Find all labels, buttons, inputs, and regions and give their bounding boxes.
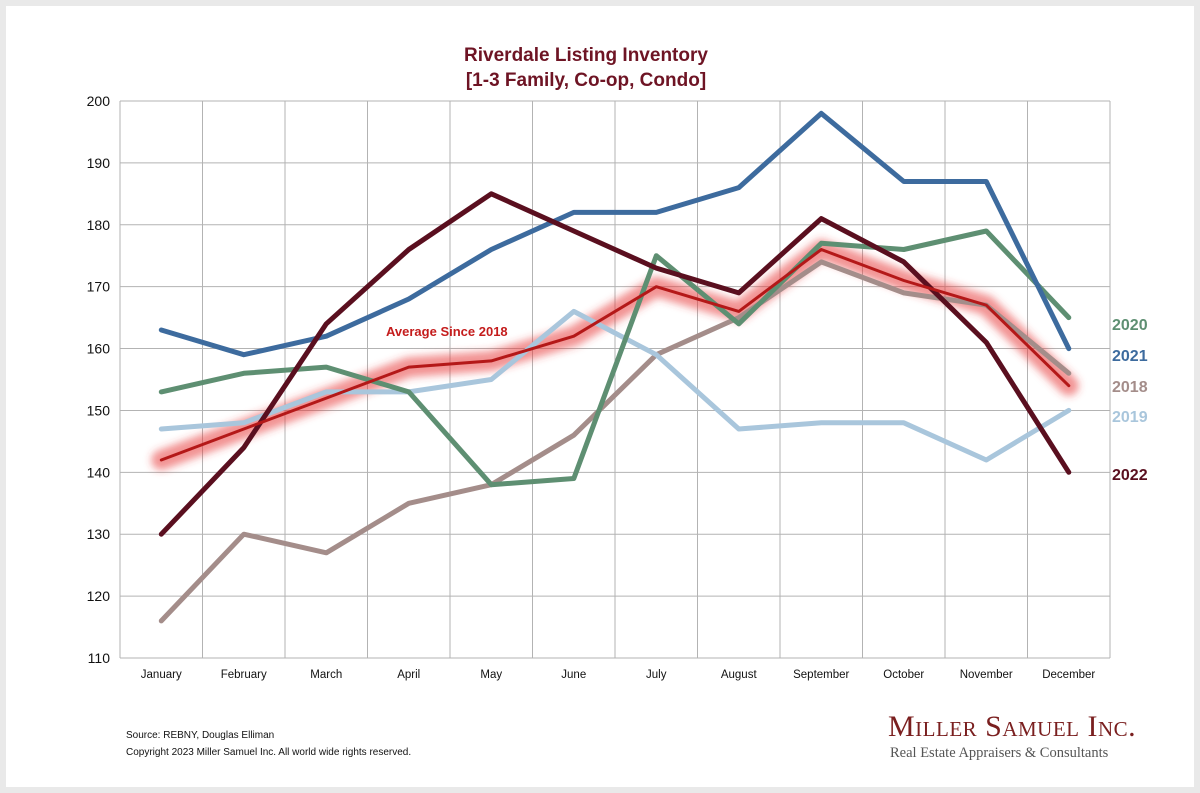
- x-tick-label: October: [883, 669, 924, 681]
- series-label-2020: 2020: [1112, 317, 1148, 334]
- y-tick-label: 150: [87, 402, 111, 418]
- x-tick-label: November: [960, 669, 1013, 681]
- source-note: Source: REBNY, Douglas Elliman: [126, 730, 275, 741]
- y-tick-label: 120: [87, 588, 111, 604]
- series-line-2020: [158, 228, 1072, 488]
- copyright-note: Copyright 2023 Miller Samuel Inc. All wo…: [126, 747, 412, 758]
- x-tick-label: August: [721, 669, 758, 681]
- series-label-2021: 2021: [1112, 348, 1148, 365]
- brand-tagline: Real Estate Appraisers & Consultants: [890, 745, 1109, 761]
- grid: [119, 100, 1111, 659]
- line-chart: Riverdale Listing Inventory [1-3 Family,…: [87, 45, 1148, 681]
- x-tick-label: March: [310, 669, 342, 681]
- x-tick-label: January: [141, 669, 182, 681]
- x-axis: January February March April May June July Augu…: [141, 669, 1096, 681]
- y-axis: 110 120 130 140 150 160 170 180 190 200: [87, 93, 111, 666]
- y-tick-label: 110: [88, 650, 111, 666]
- brand-logo: Miller Samuel Inc.: [888, 710, 1137, 743]
- y-tick-label: 130: [87, 526, 111, 542]
- y-tick-label: 190: [87, 155, 111, 171]
- series-label-2019: 2019: [1112, 409, 1148, 426]
- series-line-2022: [158, 191, 1072, 537]
- y-tick-label: 180: [87, 217, 111, 233]
- x-tick-label: September: [793, 669, 849, 681]
- series-line-average: [159, 248, 1071, 462]
- x-tick-label: April: [397, 669, 420, 681]
- x-tick-label: June: [561, 669, 586, 681]
- average-label: Average Since 2018: [386, 324, 508, 339]
- series-label-2018: 2018: [1112, 379, 1148, 396]
- x-tick-label: February: [221, 669, 267, 681]
- y-tick-label: 170: [87, 279, 111, 295]
- y-tick-label: 140: [87, 464, 111, 480]
- series-layer: [151, 110, 1079, 624]
- chart-subtitle: [1-3 Family, Co-op, Condo]: [466, 70, 706, 91]
- series-line-2019: [158, 308, 1072, 463]
- chart-frame: Riverdale Listing Inventory [1-3 Family,…: [6, 6, 1194, 787]
- y-tick-label: 160: [87, 341, 111, 357]
- x-tick-label: May: [480, 669, 502, 681]
- series-labels: Average Since 2018 2018 2019 2020 2021 2022: [386, 317, 1148, 484]
- series-line-2021: [158, 110, 1072, 358]
- y-tick-label: 200: [87, 93, 111, 109]
- series-line-2018: [158, 259, 1072, 624]
- x-tick-label: July: [646, 669, 667, 681]
- series-label-2022: 2022: [1112, 467, 1148, 484]
- x-tick-label: December: [1042, 669, 1095, 681]
- chart-title: Riverdale Listing Inventory: [464, 45, 708, 66]
